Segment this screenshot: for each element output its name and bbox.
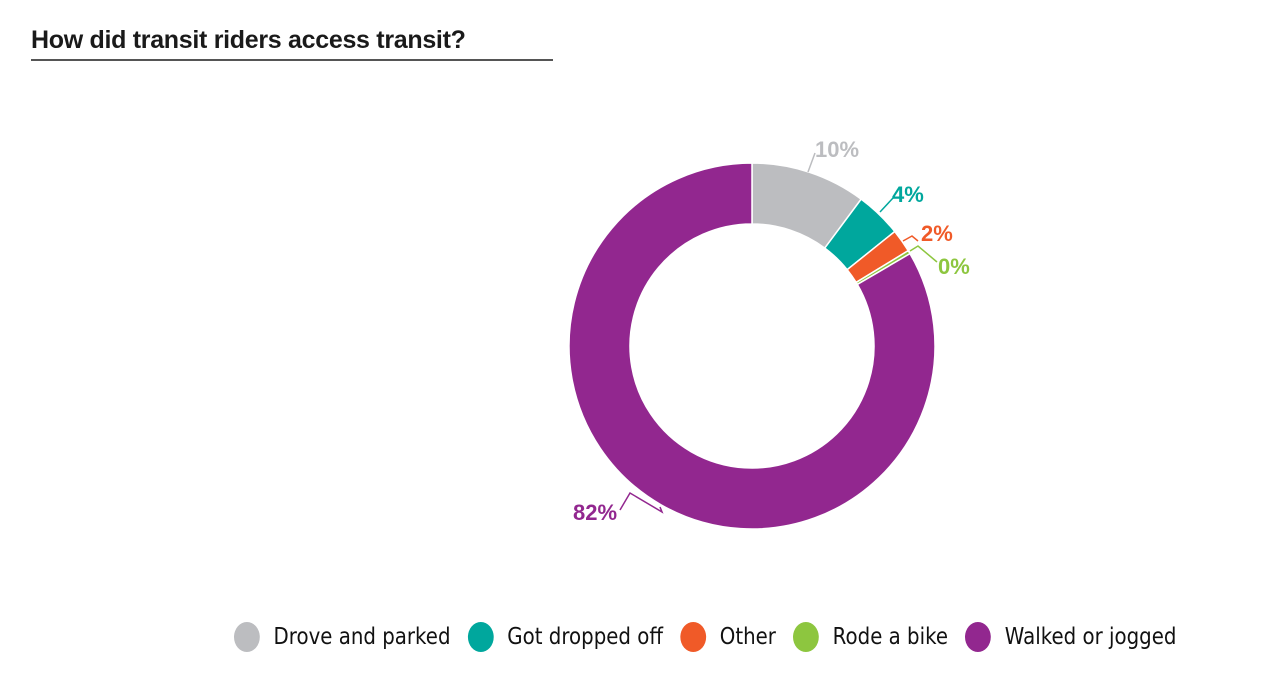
- legend-label: Drove and parked: [273, 624, 451, 650]
- legend-label: Other: [719, 624, 776, 650]
- legend-dot-icon: [680, 622, 706, 652]
- title-underline: [31, 59, 553, 61]
- legend-label: Walked or jogged: [1004, 624, 1177, 650]
- label-dropped: 4%: [892, 182, 924, 207]
- slice-walked-or-jogged: [568, 162, 936, 530]
- legend-item-drove: Drove and parked: [234, 622, 451, 652]
- legend-item-walked: Walked or jogged: [965, 622, 1176, 652]
- label-bike: 0%: [938, 254, 970, 279]
- legend-dot-icon: [965, 622, 992, 652]
- label-other: 2%: [921, 221, 953, 246]
- legend-item-dropped: Got dropped off: [467, 622, 663, 652]
- label-drove: 10%: [815, 137, 859, 162]
- legend-item-other: Other: [680, 622, 776, 652]
- legend-item-bike: Rode a bike: [793, 622, 948, 652]
- chart-title: How did transit riders access transit?: [31, 26, 466, 54]
- legend-dot-icon: [234, 622, 260, 652]
- legend-dot-icon: [467, 622, 494, 652]
- legend-dot-icon: [793, 622, 819, 652]
- legend: Drove and parked Got dropped off Other R…: [234, 620, 1194, 654]
- label-walked: 82%: [573, 500, 617, 525]
- legend-label: Got dropped off: [507, 624, 663, 650]
- callout-lines: [619, 152, 938, 514]
- legend-label: Rode a bike: [832, 624, 949, 650]
- donut-slices: [568, 162, 936, 530]
